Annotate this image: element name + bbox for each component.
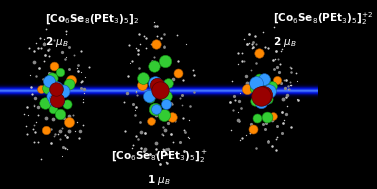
Text: 2 $\mu_B$: 2 $\mu_B$: [44, 35, 69, 49]
Text: 2 $\mu_B$: 2 $\mu_B$: [273, 35, 297, 49]
Text: [Co$_6$Se$_8$(PEt$_3$)$_5$]$_2$: [Co$_6$Se$_8$(PEt$_3$)$_5$]$_2$: [44, 12, 138, 26]
Text: [Co$_6$Se$_8$(PEt$_3$)$_5$]$_2^{+2}$: [Co$_6$Se$_8$(PEt$_3$)$_5$]$_2^{+2}$: [273, 11, 373, 27]
Text: 1 $\mu_B$: 1 $\mu_B$: [147, 173, 171, 187]
Text: [Co$_6$Se$_8$(PEt$_3$)$_5$]$_2^+$: [Co$_6$Se$_8$(PEt$_3$)$_5$]$_2^+$: [110, 149, 207, 165]
